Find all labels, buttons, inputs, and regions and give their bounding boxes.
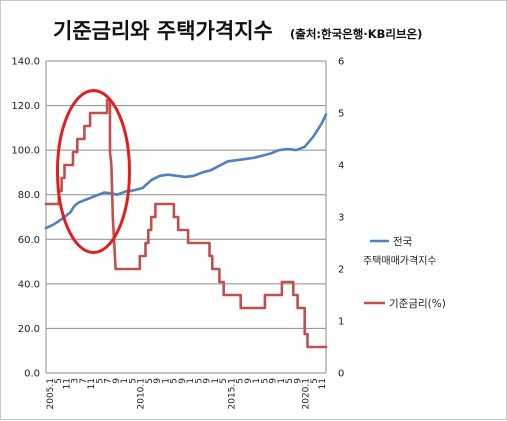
legend-label-housing-line2: 주택매매가격지수 — [363, 254, 437, 267]
x-tick-label: 5 — [170, 378, 180, 384]
series-line-housing-index — [44, 113, 328, 230]
x-tick-label: 5 — [310, 378, 320, 384]
x-tick-label: 5 — [95, 378, 105, 384]
x-tick-label: 1 — [120, 378, 130, 384]
legend-label-housing: 전국 — [393, 236, 413, 248]
x-tick-label: 11 — [62, 378, 72, 389]
x-axis-ticks: 2005.15113711579152010.159159159152015.1… — [46, 378, 328, 410]
gridlines — [46, 60, 326, 329]
chart-subtitle: (출처:한국은행·KB리브온) — [290, 27, 422, 41]
x-tick-label: 7 — [79, 378, 89, 384]
y-right-tick-label: 3 — [338, 213, 344, 224]
x-tick-label: 9 — [112, 378, 122, 384]
x-tick-label: 5 — [194, 378, 204, 384]
y-axis-left-ticks: 0.0 20.0 40.0 60.0 80.0 100.0 120.0 140.0 — [11, 57, 40, 380]
x-tick-label: 5 — [236, 378, 246, 384]
chart-title: 기준금리와 주택가격지수 — [53, 19, 273, 43]
x-tick-label: 1 — [252, 378, 262, 384]
y-left-tick-label: 40.0 — [18, 279, 40, 290]
y-left-tick-label: 0.0 — [24, 369, 40, 380]
legend-label-rate: 기준금리(%) — [389, 298, 446, 310]
x-tick-label: 5 — [128, 378, 138, 384]
x-tick-label: 5 — [285, 378, 295, 384]
legend: 전국 주택매매가격지수 기준금리(%) — [363, 236, 446, 310]
x-tick-label: 1 — [161, 378, 171, 384]
x-tick-label: 2020.1 — [302, 378, 312, 410]
y-left-tick-label: 140.0 — [11, 57, 40, 68]
x-tick-label: 5 — [219, 378, 229, 384]
y-right-tick-label: 5 — [338, 109, 344, 120]
series-group — [44, 98, 328, 349]
x-tick-label: 3 — [71, 378, 81, 384]
y-right-tick-label: 4 — [338, 161, 344, 172]
x-tick-label: 1 — [211, 378, 221, 384]
y-left-tick-label: 60.0 — [18, 235, 40, 246]
y-left-tick-label: 120.0 — [11, 101, 40, 112]
y-right-tick-label: 0 — [338, 369, 344, 380]
x-tick-label: 2005.1 — [46, 378, 56, 410]
x-tick-label: 9 — [293, 378, 303, 384]
y-left-tick-label: 20.0 — [18, 324, 40, 335]
series-line-base-rate — [44, 98, 328, 349]
x-tick-label: 1 — [186, 378, 196, 384]
y-right-tick-label: 6 — [338, 57, 344, 68]
y-left-tick-label: 100.0 — [11, 146, 40, 157]
x-tick-label: 7 — [104, 378, 114, 384]
x-tick-label: 1 — [277, 378, 287, 384]
x-tick-label: 9 — [203, 378, 213, 384]
y-right-tick-label: 2 — [338, 265, 344, 276]
x-tick-label: 9 — [178, 378, 188, 384]
y-right-tick-label: 1 — [338, 317, 344, 328]
annotation-group — [55, 89, 131, 254]
y-left-tick-label: 80.0 — [18, 190, 40, 201]
x-tick-label: 5 — [260, 378, 270, 384]
x-tick-label: 11 — [318, 378, 328, 389]
y-axis-right-ticks: 0 1 2 3 4 5 6 — [338, 57, 344, 380]
x-tick-label: 2010.1 — [137, 378, 147, 410]
axes — [45, 61, 327, 374]
x-tick-label: 9 — [153, 378, 163, 384]
x-tick-label: 9 — [244, 378, 254, 384]
x-tick-label: 9 — [269, 378, 279, 384]
x-tick-label: 2015.1 — [227, 378, 237, 410]
x-tick-label: 5 — [54, 378, 64, 384]
x-tick-label: 11 — [87, 378, 97, 389]
x-tick-label: 5 — [145, 378, 155, 384]
annotation-ellipse — [55, 89, 131, 254]
